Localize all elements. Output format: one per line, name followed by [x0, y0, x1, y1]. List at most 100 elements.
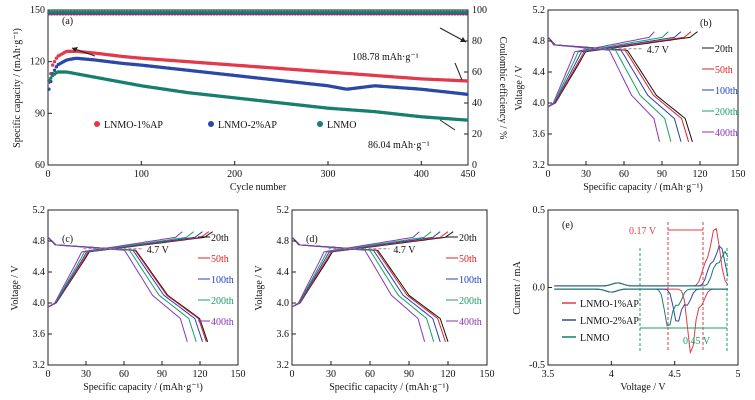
ce-point [274, 10, 278, 14]
ce-point [178, 10, 183, 14]
p2-ytick-label: 3.6 [33, 329, 46, 340]
ce-point [167, 10, 171, 14]
ce-point [372, 10, 376, 14]
ce-point [260, 10, 264, 14]
charge-curve-200th [47, 231, 195, 308]
ce-point [145, 10, 149, 14]
ce-point [360, 10, 365, 14]
panel-e-ticks: 3.5 4 4.5 5 -0.5 0.0 0.5 [529, 205, 740, 380]
discharge-curve-400th [291, 236, 426, 342]
ce-point [89, 10, 93, 14]
charge-curve-50th [291, 231, 449, 308]
panel-b-label: (b) [700, 18, 712, 29]
ce-point [159, 10, 163, 14]
legend-label-200th: 200th [715, 107, 738, 118]
ce-point [464, 10, 468, 14]
ce-point [75, 10, 79, 14]
ce-point [176, 10, 180, 14]
p1-ytick-label: 4.4 [533, 67, 546, 78]
ce-point [450, 10, 454, 14]
p1-xtick-label: 0 [546, 169, 551, 180]
panel-a-legend: LNMO-1%AP LNMO-2%AP LNMO [94, 120, 356, 131]
panel-b-frame [547, 9, 739, 166]
panel-a-ylabel: Specific capacity / (mAh·g⁻¹) [12, 28, 23, 148]
capacity-point-lnmo_1ap [50, 63, 55, 67]
panel-c: (c) 4.7 V 0 30 60 90 120 150 3.2 3.6 4.0 4.4 4.8 5.… [10, 205, 246, 393]
p3-xtick-label: 120 [441, 369, 456, 380]
p1-xtick-label: 60 [619, 169, 629, 180]
capacity-point-lnmo [49, 76, 53, 80]
ce-point [69, 10, 73, 14]
panel-c-legend: 20th 50th 100th 200th 400th [198, 233, 234, 328]
ce-point [324, 10, 328, 14]
panel-d-curves: 4.7 V [291, 231, 454, 342]
e-xtick-label: 3.5 [542, 369, 555, 380]
a-y2tick-label: 40 [472, 98, 482, 109]
legend-label-1ap: LNMO-1%AP [104, 120, 163, 131]
ce-point [338, 10, 342, 14]
ce-point [108, 10, 113, 14]
ce-point [192, 10, 197, 14]
e-ytick-label: -0.5 [529, 360, 545, 371]
ce-point [377, 10, 381, 14]
ce-point [369, 10, 373, 14]
v47-label: 4.7 V [647, 45, 670, 56]
ce-point [106, 10, 110, 14]
ce-point [204, 10, 208, 14]
ce-point [302, 10, 306, 14]
charge-curve-50th [547, 31, 692, 108]
panel-a-y2label: Coulombic efficiency / % [497, 37, 508, 140]
p3-xtick-label: 0 [290, 369, 295, 380]
legend-label-50th: 50th [211, 254, 229, 265]
ce-point [318, 10, 323, 14]
ce-point [226, 10, 230, 14]
ce-point [341, 10, 345, 14]
legend-label-20th: 20th [459, 233, 477, 244]
ce-point [265, 10, 269, 14]
a-ytick-label: 60 [35, 160, 45, 171]
ce-point [425, 10, 429, 14]
discharge-curve-100th [47, 236, 203, 342]
ce-point [131, 10, 135, 14]
a-xtick-label: 0 [46, 169, 51, 180]
ce-point [58, 10, 62, 14]
p2-xtick-label: 90 [157, 369, 167, 380]
ce-point [352, 10, 356, 14]
charge-curve-400th [47, 231, 183, 308]
panel-d-label: (d) [306, 234, 318, 245]
panel-a: (a) 0 100 200 300 400 450 60 90 120 150 0 20 40 60 80 1… [12, 5, 508, 193]
ce-point [164, 10, 169, 14]
panel-a-ticks: 0 100 200 300 400 450 60 90 120 150 0 20 40 60 80 100 [30, 5, 487, 180]
p3-ytick-label: 5.2 [277, 205, 290, 216]
ce-point [330, 10, 334, 14]
ce-point [316, 10, 320, 14]
p1-ytick-label: 4.8 [533, 36, 546, 47]
legend-label-50th: 50th [459, 254, 477, 265]
ce-point [114, 10, 118, 14]
ce-point [411, 10, 415, 14]
p1-ytick-label: 4.0 [533, 98, 546, 109]
legend-marker-lnmo [317, 121, 323, 127]
ce-point [374, 10, 379, 14]
e-annot-045: 0.45 V [683, 336, 711, 347]
ce-point [212, 10, 216, 14]
ce-point [201, 10, 205, 14]
e-annot-017: 0.17 V [629, 226, 657, 237]
panel-b-legend: 20th 50th 100th 200th 400th [702, 44, 738, 139]
p3-ytick-label: 4.8 [277, 236, 290, 247]
ce-point [61, 10, 65, 14]
capacity-point-lnmo_2ap [47, 87, 51, 91]
ce-point [111, 10, 115, 14]
ce-point [388, 10, 393, 14]
ce-point [346, 10, 351, 14]
ce-point [461, 10, 465, 14]
ce-point [327, 10, 331, 14]
ce-point [282, 10, 286, 14]
a-y2tick-label: 100 [472, 5, 487, 16]
cv-2ap-anodic [554, 245, 729, 287]
annot-86: 86.04 mAh·g⁻¹ [368, 140, 430, 151]
ce-point [400, 10, 404, 14]
ce-point [128, 10, 132, 14]
ce-point [366, 10, 370, 14]
a-y2tick-label: 80 [472, 36, 482, 47]
